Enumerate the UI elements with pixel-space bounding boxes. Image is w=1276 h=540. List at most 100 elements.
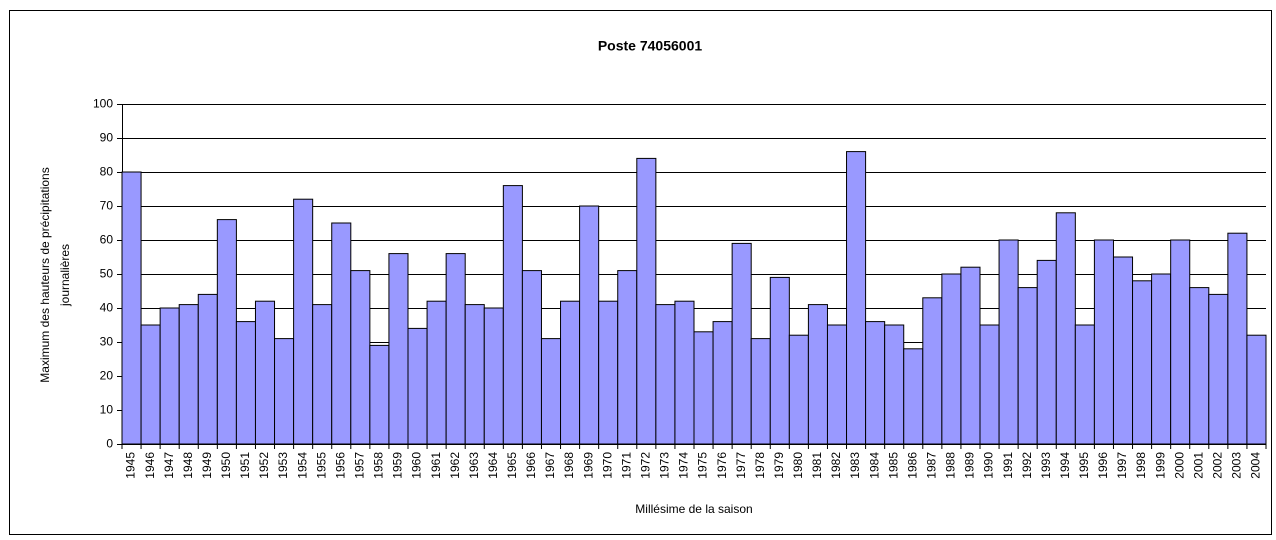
bar [426,300,447,445]
bar [807,304,828,445]
y-tick-label: 40 [100,301,114,315]
x-tick-label: 1986 [905,452,919,479]
bar [350,270,371,445]
y-axis-label: Maximum des hauteurs de précipitations [38,167,52,382]
x-tick-label: 1982 [829,452,843,479]
bar [178,304,199,445]
bar [483,307,504,445]
x-tick-label: 1972 [639,452,653,479]
x-tick-label: 1960 [410,452,424,479]
x-tick-label: 1946 [143,452,157,479]
bar [865,321,886,445]
x-tick-label: 1967 [543,452,557,479]
x-tick-label: 1966 [524,452,538,479]
bar [922,297,943,445]
x-tick-label: 1976 [715,452,729,479]
bar [826,324,848,445]
bar [502,185,523,445]
bar [540,338,562,445]
x-tick-label: 1971 [619,452,633,479]
x-tick-label: 1965 [505,452,519,479]
bar [979,324,1000,445]
y-tick-label: 20 [100,369,114,383]
x-tick-label: 1992 [1020,452,1034,479]
x-tick-label: 1956 [333,452,347,479]
x-tick-label: 1948 [181,452,195,479]
x-tick-label: 1981 [810,452,824,479]
y-tick-label: 0 [106,437,113,451]
bar [197,293,218,445]
x-tick-label: 1964 [486,452,500,479]
x-tick-label: 1996 [1096,452,1110,479]
x-tick-label: 1949 [200,452,214,479]
x-tick-label: 1959 [391,452,405,479]
x-tick-label: 1988 [944,452,958,479]
x-tick-label: 1978 [753,452,767,479]
x-tick-label: 1958 [372,452,386,479]
bar [846,151,867,445]
bar [579,205,600,445]
bar [731,242,752,445]
bar [598,300,619,445]
x-tick-label: 1990 [982,452,996,479]
x-tick-label: 1951 [238,452,252,479]
x-tick-label: 1973 [658,452,672,479]
bar [274,338,295,445]
bar [998,239,1019,445]
x-tick-label: 1998 [1134,452,1148,479]
bar [254,300,276,445]
bar [235,321,256,445]
x-tick-label: 1952 [257,452,271,479]
bar [140,324,161,445]
bar [769,276,790,445]
x-tick-label: 1993 [1039,452,1053,479]
x-tick-label: 1962 [448,452,462,479]
x-tick-label: 2002 [1211,452,1225,479]
bar [788,334,809,445]
x-tick-label: 1969 [581,452,595,479]
x-tick-label: 1953 [276,452,290,479]
bar [369,344,390,445]
x-tick-label: 1987 [925,452,939,479]
bar [903,348,924,445]
x-tick-label: 1975 [696,452,710,479]
bar [1093,239,1114,445]
x-tick-label: 1955 [314,452,328,479]
y-axis-label: journalières [58,244,72,307]
y-tick-label: 80 [100,165,114,179]
bar [941,273,962,445]
bar [636,157,657,445]
bar [1055,212,1076,445]
bar [1017,287,1038,445]
x-tick-label: 2001 [1191,452,1205,479]
y-tick-label: 30 [100,335,114,349]
bar [1074,324,1095,445]
bar [445,253,466,445]
x-tick-label: 1974 [677,452,691,479]
x-tick-label: 1963 [467,452,481,479]
bar [655,304,676,445]
bar [750,338,771,445]
x-tick-label: 1983 [848,452,862,479]
x-tick-label: 1994 [1058,452,1072,479]
bar [293,198,314,445]
x-tick-label: 1977 [734,452,748,479]
x-tick-label: 1968 [562,452,576,479]
x-tick-label: 1957 [353,452,367,479]
x-tick-label: 2004 [1249,452,1263,479]
bar [1170,239,1191,445]
bar [674,300,695,445]
x-tick-label: 1970 [600,452,614,479]
bar [617,270,638,445]
x-tick-label: 1999 [1153,452,1167,479]
bar [1151,273,1172,445]
x-tick-label: 1945 [124,452,138,479]
y-tick-label: 90 [100,131,114,145]
bar [216,219,237,445]
x-tick-label: 1984 [867,452,881,479]
bar [1112,256,1134,445]
bar [693,331,714,445]
y-tick-label: 70 [100,199,114,213]
bar [159,307,180,445]
x-axis-label: Millésime de la saison [635,502,752,516]
